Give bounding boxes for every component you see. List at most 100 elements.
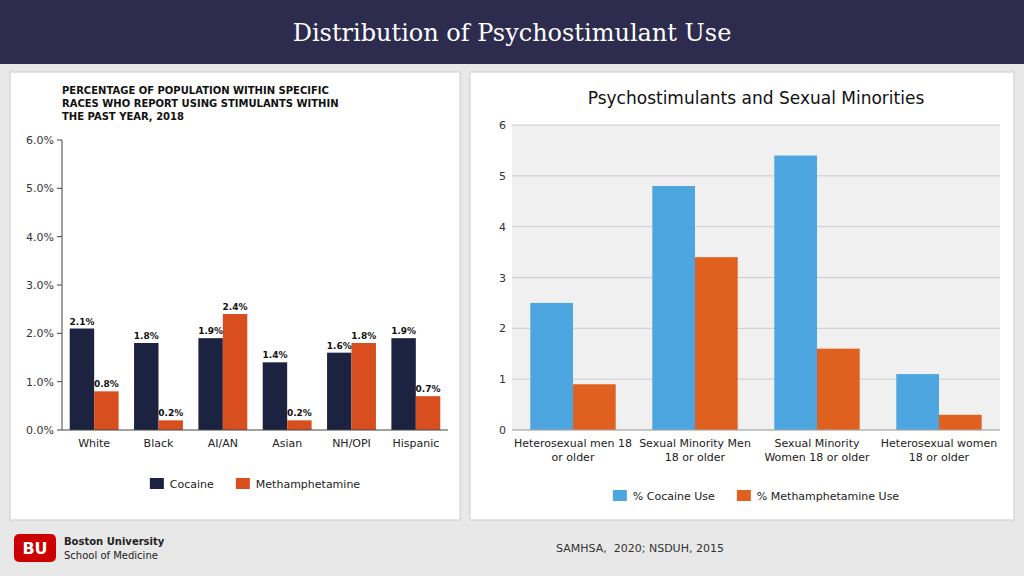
grid-line	[512, 226, 1000, 227]
legend-swatch	[737, 490, 751, 501]
background	[0, 0, 1024, 576]
bar	[391, 338, 415, 430]
y-tick	[57, 188, 62, 189]
y-tick-label: 6	[499, 119, 506, 132]
y-tick-label: 1	[499, 373, 506, 386]
data-label: 0.2%	[158, 408, 183, 418]
data-label: 1.9%	[198, 326, 223, 336]
bar	[159, 420, 183, 430]
bar	[263, 362, 287, 430]
data-label: 1.4%	[262, 350, 287, 360]
y-tick-label: 5.0%	[26, 182, 54, 195]
data-label: 1.8%	[351, 331, 376, 341]
y-tick-label: 4	[499, 221, 506, 234]
bars	[70, 314, 441, 430]
y-tick	[57, 381, 62, 382]
grid-line	[512, 125, 1000, 126]
bar	[530, 303, 573, 430]
chart: Psychostimulants and Sexual Minorities 0 1…	[499, 88, 1000, 503]
figure: Distribution of Psychostimulant Use PERCE…	[0, 0, 1024, 576]
bar	[896, 374, 939, 430]
grid-line	[512, 328, 1000, 329]
x-tick-label: AI/AN	[208, 437, 238, 450]
bar	[134, 343, 158, 430]
y-tick-label: 1.0%	[26, 376, 54, 389]
bar	[94, 391, 118, 430]
data-label: 1.6%	[327, 341, 352, 351]
data-label: 1.9%	[391, 326, 416, 336]
main-title: Distribution of Psychostimulant Use	[293, 19, 732, 47]
x-axis	[512, 430, 1000, 431]
x-tick-label: Hispanic	[392, 437, 439, 450]
y-tick-label: 0	[499, 424, 506, 437]
y-tick-label: 5	[499, 170, 506, 183]
plot-area	[62, 140, 448, 430]
x-tick-label: Asian	[272, 437, 302, 450]
bar	[416, 396, 440, 430]
y-tick-label: 2.0%	[26, 327, 54, 340]
x-tick-label: Heterosexual men 18or older	[514, 437, 632, 464]
plot-area	[512, 125, 1000, 430]
y-tick	[57, 430, 62, 431]
legend: Cocaine Methamphetamine	[150, 478, 361, 491]
bar	[817, 349, 860, 430]
x-axis	[62, 430, 448, 431]
y-tick	[57, 333, 62, 334]
data-label: 0.7%	[416, 384, 441, 394]
bars	[530, 156, 981, 431]
legend-swatch	[613, 490, 627, 501]
bar	[327, 353, 351, 430]
y-tick-label: 3	[499, 272, 506, 285]
bar	[774, 156, 817, 431]
legend-label: Cocaine	[170, 478, 214, 491]
bar	[198, 338, 222, 430]
y-tick	[57, 236, 62, 237]
x-tick-label: Sexual MinorityWomen 18 or older	[764, 437, 870, 464]
x-tick-label: Black	[144, 437, 174, 450]
institution-school: School of Medicine	[64, 550, 158, 561]
y-tick	[57, 285, 62, 286]
bar	[652, 186, 695, 430]
y-tick-label: 0.0%	[26, 424, 54, 437]
chart-title: PERCENTAGE OF POPULATION WITHIN SPECIFIC…	[62, 85, 339, 122]
x-tick-label: Heterosexual women18 or older	[881, 437, 997, 464]
legend-label: % Methamphetamine Use	[757, 490, 900, 503]
chart: PERCENTAGE OF POPULATION WITHIN SPECIFIC…	[26, 85, 448, 491]
bar	[70, 329, 94, 431]
bar	[573, 384, 616, 430]
x-tick-label: Sexual Minority Men18 or older	[639, 437, 751, 464]
y-tick-label: 6.0%	[26, 134, 54, 147]
bar	[939, 415, 982, 430]
grid-line	[512, 277, 1000, 278]
panel	[10, 72, 460, 520]
footer-text: SAMHSA, 2020; NSDUH, 2015	[556, 542, 724, 555]
x-tick-label: White	[78, 437, 110, 450]
legend-swatch	[150, 478, 164, 489]
institution-name: Boston University	[64, 536, 165, 547]
data-label: 0.8%	[94, 379, 119, 389]
logo-box	[14, 534, 56, 562]
legend: % Cocaine Use % Methamphetamine Use	[613, 490, 900, 503]
y-axis	[62, 140, 63, 430]
grid-line	[512, 430, 1000, 431]
y-tick-label: 4.0%	[26, 231, 54, 244]
y-tick-label: 3.0%	[26, 279, 54, 292]
bar	[695, 257, 738, 430]
legend-swatch	[236, 478, 250, 489]
y-tick	[57, 140, 62, 141]
legend-label: Methamphetamine	[256, 478, 361, 491]
logo-text: BU	[22, 539, 47, 558]
bar	[352, 343, 376, 430]
bar	[223, 314, 247, 430]
data-label: 1.8%	[134, 331, 159, 341]
data-label: 0.2%	[287, 408, 312, 418]
data-label: 2.4%	[223, 302, 248, 312]
x-tick-label: NH/OPI	[332, 437, 371, 450]
legend-label: % Cocaine Use	[633, 490, 715, 503]
y-tick-label: 2	[499, 322, 506, 335]
data-labels: 2.1% 1.8% 1.9% 1.4% 1.6% 1.9% 0.8% 0.2% 2.4% 0.2%…	[69, 302, 440, 418]
bar	[287, 420, 311, 430]
grid-line	[512, 175, 1000, 176]
data-label: 2.1%	[69, 317, 94, 327]
chart-title: Psychostimulants and Sexual Minorities	[588, 88, 925, 108]
